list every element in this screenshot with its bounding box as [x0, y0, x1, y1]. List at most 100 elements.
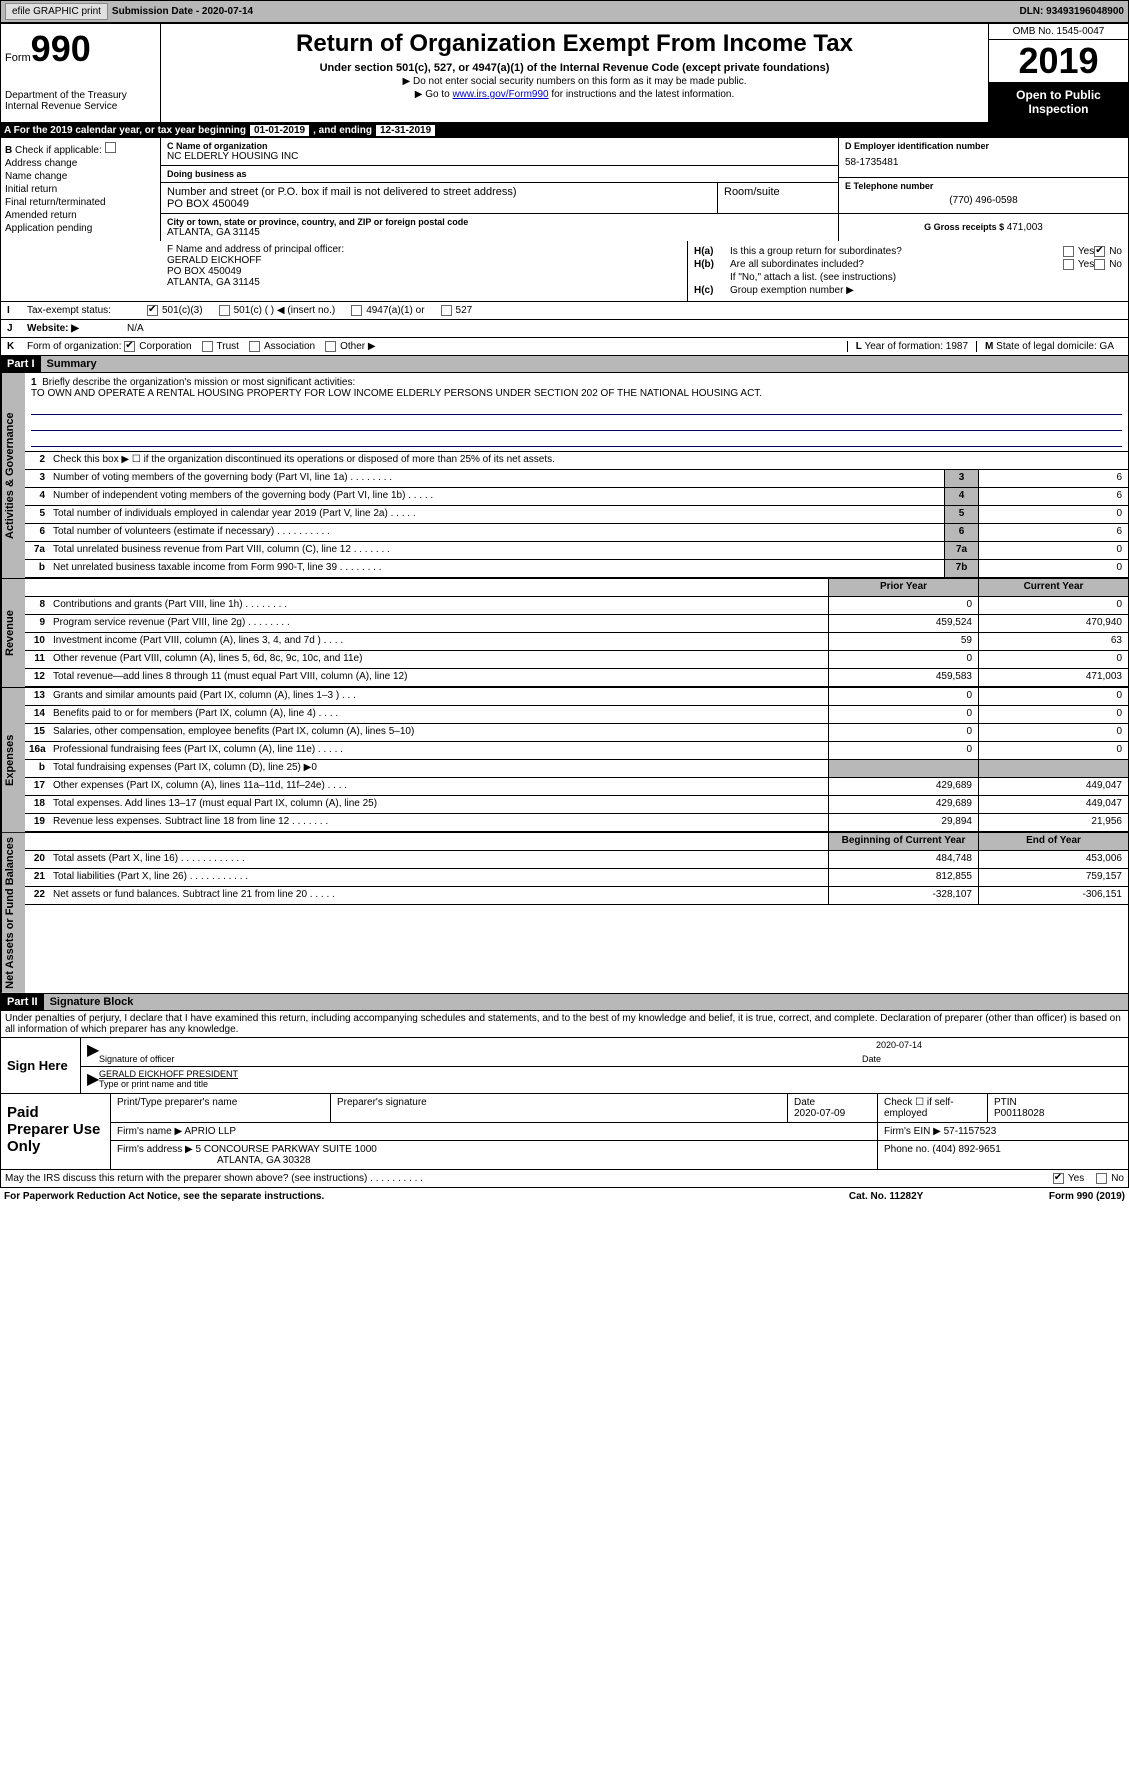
firm-phone-label: Phone no. [884, 1144, 932, 1155]
discuss-no: No [1111, 1173, 1124, 1184]
prep-selfemp-cell: Check ☐ if self-employed [878, 1094, 988, 1122]
527-checkbox[interactable] [441, 305, 452, 316]
part-ii-label: Part II [1, 994, 44, 1010]
h-b-yes: Yes [1078, 259, 1094, 270]
firm-addr2: ATLANTA, GA 30328 [117, 1155, 311, 1166]
box-h: H(a) Is this a group return for subordin… [688, 241, 1128, 301]
form-note-link: ▶ Go to www.irs.gov/Form990 for instruct… [167, 89, 982, 100]
line-i-text: Tax-exempt status: [27, 305, 147, 316]
4947-checkbox[interactable] [351, 305, 362, 316]
city-value: ATLANTA, GA 31145 [167, 227, 832, 238]
firm-addr-row: Firm's address ▶ 5 CONCOURSE PARKWAY SUI… [111, 1141, 1128, 1169]
form-label: Form [5, 52, 31, 64]
line-text: Benefits paid to or for members (Part IX… [49, 706, 828, 723]
line-m-label: M [985, 341, 993, 352]
gross-receipts-label: G Gross receipts $ [924, 222, 1007, 232]
box-deg: D Employer identification number 58-1735… [838, 138, 1128, 241]
shaded-cell [978, 760, 1128, 777]
501c3-checkbox[interactable] [147, 305, 158, 316]
line-text: Other revenue (Part VIII, column (A), li… [49, 651, 828, 668]
line-num: 7a [25, 542, 49, 559]
prior-year-hdr: Prior Year [828, 579, 978, 596]
sig-date-value: 2020-07-14 [99, 1040, 1122, 1054]
current-year-value: 759,157 [978, 869, 1128, 886]
line-ref: 7b [944, 560, 978, 577]
final-return-line: Final return/terminated [5, 197, 156, 208]
h-b-yes-checkbox[interactable] [1063, 259, 1074, 270]
mission-block: 1 Briefly describe the organization's mi… [25, 373, 1128, 452]
line-k-text: Form of organization: [27, 341, 122, 352]
line-num: 11 [25, 651, 49, 668]
line-text: Total unrelated business revenue from Pa… [49, 542, 944, 559]
amended-return-line: Amended return [5, 210, 156, 221]
line-text: Revenue less expenses. Subtract line 18 … [49, 814, 828, 831]
h-a-no-checkbox[interactable] [1094, 246, 1105, 257]
h-a-yes-checkbox[interactable] [1063, 246, 1074, 257]
prior-year-value: -328,107 [828, 887, 978, 904]
prior-year-value: 29,894 [828, 814, 978, 831]
part-i-label: Part I [1, 356, 41, 372]
summary-line: 2Check this box ▶ ☐ if the organization … [25, 452, 1128, 470]
line-num: 16a [25, 742, 49, 759]
trust-checkbox[interactable] [202, 341, 213, 352]
prior-year-value: 0 [828, 706, 978, 723]
officer-name: GERALD EICKHOFF [167, 255, 681, 266]
irs-link[interactable]: www.irs.gov/Form990 [452, 89, 548, 100]
line-text: Total fundraising expenses (Part IX, col… [49, 760, 828, 777]
line-num: 20 [25, 851, 49, 868]
line-text: Other expenses (Part IX, column (A), lin… [49, 778, 828, 795]
footer-mid: Cat. No. 11282Y [849, 1191, 1049, 1202]
h-b-label: H(b) [694, 259, 730, 270]
line-value: 6 [978, 470, 1128, 487]
tax-year: 2019 [989, 40, 1128, 82]
line-ref: 3 [944, 470, 978, 487]
other-checkbox[interactable] [325, 341, 336, 352]
form-title: Return of Organization Exempt From Incom… [167, 30, 982, 58]
line-text: Total number of volunteers (estimate if … [49, 524, 944, 541]
line-num: 12 [25, 669, 49, 686]
current-year-value: 63 [978, 633, 1128, 650]
line-text: Contributions and grants (Part VIII, lin… [49, 597, 828, 614]
line-num: 6 [25, 524, 49, 541]
summary-line: 20Total assets (Part X, line 16) . . . .… [25, 851, 1128, 869]
line-num: b [25, 560, 49, 577]
discuss-yes-checkbox[interactable] [1053, 1173, 1064, 1184]
line-k-label: K [7, 341, 27, 352]
discuss-no-checkbox[interactable] [1096, 1173, 1107, 1184]
prior-year-value: 0 [828, 688, 978, 705]
mission-label: Briefly describe the organization's miss… [42, 377, 355, 388]
arrow-icon: ▶ [87, 1040, 99, 1064]
current-year-value: 0 [978, 597, 1128, 614]
checkbox-top[interactable] [105, 142, 116, 153]
assoc-checkbox[interactable] [249, 341, 260, 352]
sig-officer-label: Signature of officer [99, 1054, 862, 1064]
current-year-value: 21,956 [978, 814, 1128, 831]
current-year-hdr: Current Year [978, 579, 1128, 596]
line-l: L Year of formation: 1987 [847, 341, 976, 352]
line-text: Number of voting members of the governin… [49, 470, 944, 487]
h-b-no-checkbox[interactable] [1094, 259, 1105, 270]
signature-block: Under penalties of perjury, I declare th… [0, 1011, 1129, 1094]
net-assets-section: Net Assets or Fund Balances Beginning of… [0, 833, 1129, 994]
501c-checkbox[interactable] [219, 305, 230, 316]
efile-print-button[interactable]: efile GRAPHIC print [5, 3, 108, 20]
form-header-right: OMB No. 1545-0047 2019 Open to Public In… [988, 24, 1128, 122]
firm-addr-label: Firm's address ▶ [117, 1144, 196, 1155]
line-num: 9 [25, 615, 49, 632]
fgh-spacer [1, 241, 161, 301]
ptin-value: P00118028 [994, 1108, 1122, 1119]
submission-date-label: Submission Date - 2020-07-14 [112, 6, 253, 17]
box-b-label: B [5, 145, 12, 156]
phone-cell: E Telephone number (770) 496-0598 [839, 178, 1128, 214]
current-year-value: 0 [978, 688, 1128, 705]
corp-checkbox[interactable] [124, 341, 135, 352]
city-cell: City or town, state or province, country… [161, 214, 838, 241]
paid-preparer-block: Paid Preparer Use Only Print/Type prepar… [0, 1094, 1129, 1170]
summary-line: 18Total expenses. Add lines 13–17 (must … [25, 796, 1128, 814]
line-num: 21 [25, 869, 49, 886]
governance-section: Activities & Governance 1 Briefly descri… [0, 373, 1129, 579]
box-f-label: F Name and address of principal officer: [167, 244, 681, 255]
summary-line: 22Net assets or fund balances. Subtract … [25, 887, 1128, 905]
dba-cell: Doing business as [161, 166, 838, 183]
line-text: Total revenue—add lines 8 through 11 (mu… [49, 669, 828, 686]
